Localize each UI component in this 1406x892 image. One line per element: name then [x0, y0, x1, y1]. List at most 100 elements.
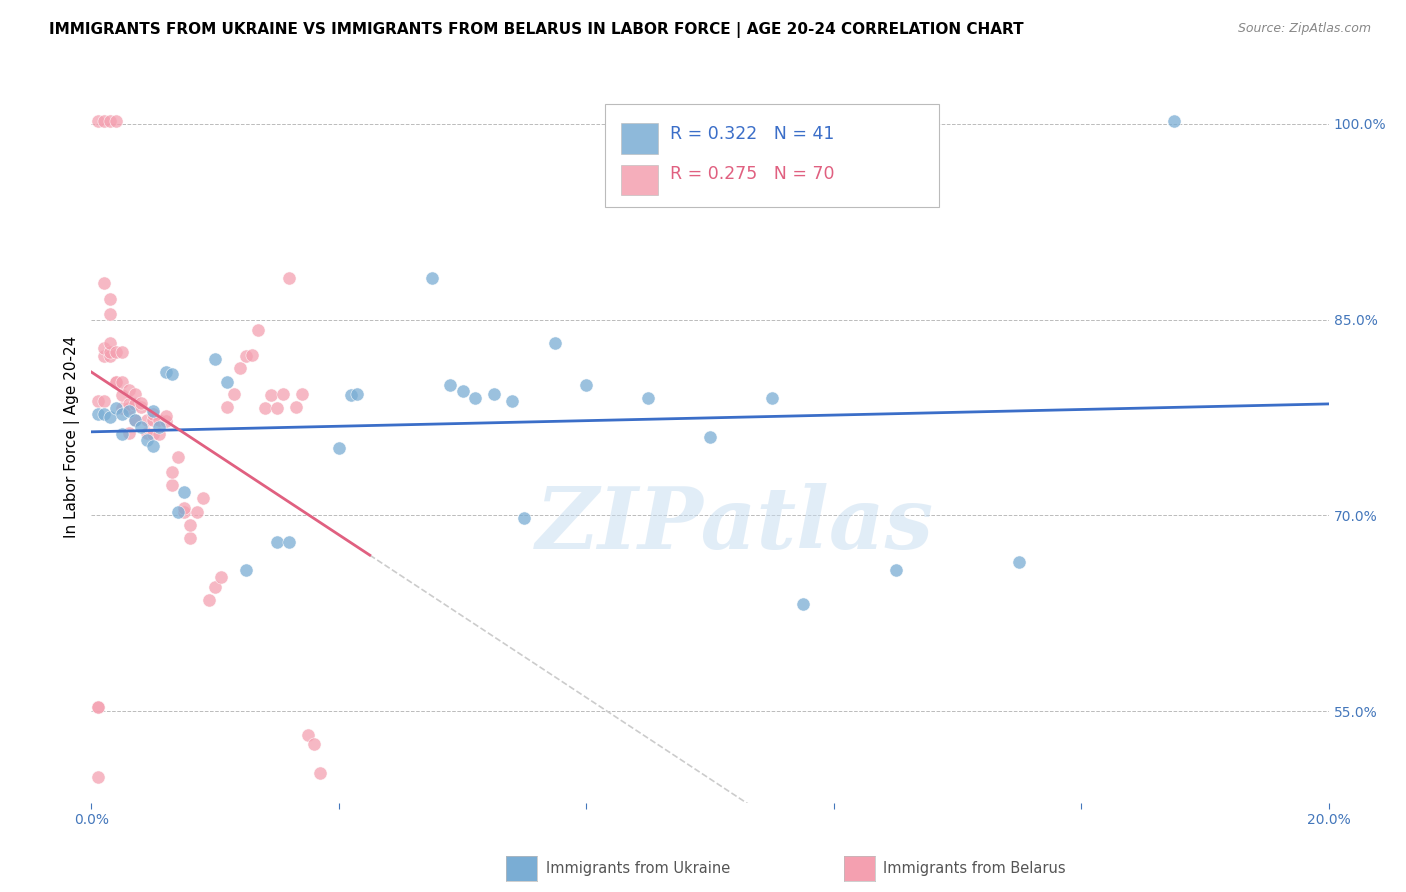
- Point: [209, 570, 232, 584]
- Point: [1163, 114, 1185, 128]
- Point: [136, 426, 159, 441]
- Point: [136, 433, 159, 447]
- Point: [271, 387, 294, 401]
- Point: [1008, 556, 1031, 570]
- Point: [266, 534, 288, 549]
- Point: [247, 323, 270, 337]
- Point: [513, 511, 536, 525]
- Point: [105, 375, 128, 389]
- Point: [136, 413, 159, 427]
- Point: [93, 341, 115, 355]
- Point: [266, 401, 288, 416]
- Point: [111, 407, 134, 421]
- Point: [204, 580, 226, 594]
- Point: [167, 450, 190, 464]
- Point: [544, 336, 567, 351]
- Point: [240, 348, 263, 362]
- Point: [105, 345, 128, 359]
- Point: [451, 384, 474, 399]
- Point: [142, 404, 165, 418]
- Point: [117, 383, 139, 397]
- Y-axis label: In Labor Force | Age 20-24: In Labor Force | Age 20-24: [63, 336, 80, 538]
- Point: [302, 737, 325, 751]
- Text: R = 0.275   N = 70: R = 0.275 N = 70: [671, 166, 835, 184]
- Point: [179, 531, 201, 545]
- Point: [148, 427, 170, 442]
- Point: [173, 504, 195, 518]
- Point: [637, 391, 659, 405]
- Point: [439, 377, 461, 392]
- Point: [217, 400, 239, 414]
- Point: [173, 500, 195, 515]
- Point: [179, 517, 201, 532]
- Point: [98, 292, 121, 306]
- Point: [105, 114, 128, 128]
- Point: [98, 349, 121, 363]
- Point: [198, 593, 221, 607]
- Point: [129, 400, 152, 414]
- Point: [142, 439, 165, 453]
- FancyBboxPatch shape: [621, 123, 658, 153]
- Text: Source: ZipAtlas.com: Source: ZipAtlas.com: [1237, 22, 1371, 36]
- Point: [129, 419, 152, 434]
- Point: [235, 349, 257, 363]
- Point: [98, 114, 121, 128]
- Point: [124, 397, 146, 411]
- Point: [124, 413, 146, 427]
- Point: [93, 349, 115, 363]
- Point: [117, 404, 139, 418]
- FancyBboxPatch shape: [621, 165, 658, 195]
- Point: [222, 387, 245, 401]
- Point: [328, 441, 350, 455]
- Point: [93, 393, 115, 408]
- Point: [278, 270, 301, 285]
- Point: [142, 413, 165, 427]
- Point: [105, 401, 128, 416]
- Point: [160, 368, 183, 382]
- Point: [217, 375, 239, 389]
- Point: [420, 270, 443, 285]
- Point: [464, 391, 486, 405]
- Point: [142, 427, 165, 442]
- Point: [173, 485, 195, 500]
- Point: [86, 700, 108, 714]
- Point: [117, 397, 139, 411]
- Point: [309, 765, 332, 780]
- Point: [93, 407, 115, 421]
- Point: [155, 409, 177, 424]
- Point: [229, 360, 252, 375]
- Point: [86, 407, 108, 421]
- Point: [98, 336, 121, 351]
- Point: [253, 401, 276, 416]
- Point: [278, 534, 301, 549]
- Text: IMMIGRANTS FROM UKRAINE VS IMMIGRANTS FROM BELARUS IN LABOR FORCE | AGE 20-24 CO: IMMIGRANTS FROM UKRAINE VS IMMIGRANTS FR…: [49, 22, 1024, 38]
- Point: [124, 413, 146, 427]
- Text: Immigrants from Ukraine: Immigrants from Ukraine: [546, 862, 730, 876]
- Point: [884, 563, 907, 577]
- Point: [699, 430, 721, 444]
- Point: [155, 365, 177, 379]
- Point: [124, 387, 146, 401]
- Point: [111, 345, 134, 359]
- Point: [155, 414, 177, 428]
- Point: [160, 466, 183, 480]
- Point: [148, 419, 170, 434]
- Point: [482, 387, 505, 401]
- Point: [93, 276, 115, 290]
- Point: [98, 410, 121, 425]
- Point: [93, 114, 115, 128]
- Point: [98, 307, 121, 321]
- Point: [111, 375, 134, 389]
- Point: [575, 377, 598, 392]
- FancyBboxPatch shape: [605, 104, 939, 207]
- Point: [86, 770, 108, 784]
- Point: [142, 407, 165, 421]
- Point: [260, 388, 283, 402]
- Text: ZIPatlas: ZIPatlas: [536, 483, 934, 566]
- Point: [186, 504, 208, 518]
- Point: [340, 388, 363, 402]
- Point: [111, 427, 134, 442]
- Point: [284, 400, 307, 414]
- Point: [105, 375, 128, 389]
- Point: [86, 700, 108, 714]
